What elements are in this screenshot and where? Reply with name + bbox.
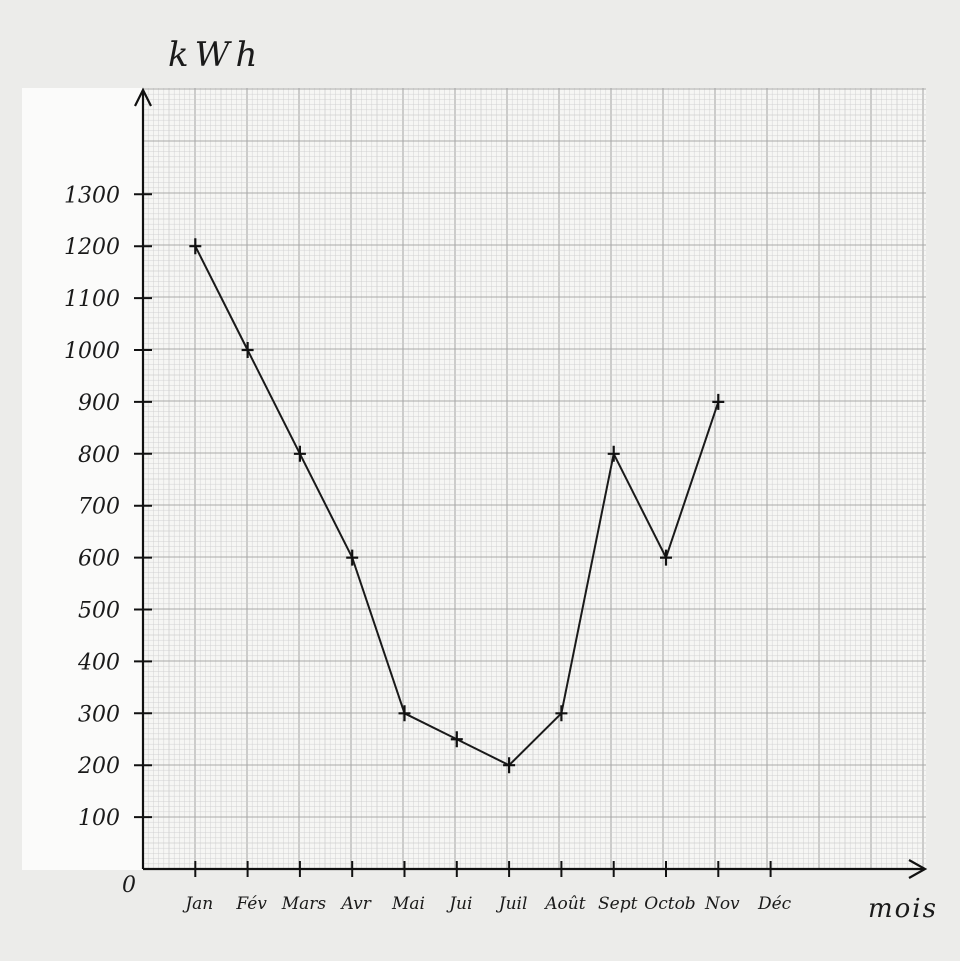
y-axis-arrow — [134, 87, 152, 107]
data-point — [241, 342, 254, 358]
y-tick-label: 1000 — [64, 339, 120, 364]
y-tick-label: 900 — [78, 391, 120, 416]
y-tick-label: 600 — [78, 547, 120, 572]
x-tick-label: Sept — [598, 894, 638, 914]
axis-ticks: Jan Fév Mars Avr Mai Jui Juil Août Sept Octob Nov D… — [64, 183, 792, 914]
y-tick-label: 1100 — [64, 287, 120, 312]
x-tick-label: Jan — [182, 894, 213, 914]
origin-label: 0 — [122, 873, 136, 898]
x-tick-label: Octob — [644, 894, 695, 914]
data-point — [346, 549, 359, 566]
x-tick-label: Fév — [235, 894, 267, 914]
x-tick-label: Août — [543, 894, 585, 914]
x-tick-label: Mai — [391, 894, 425, 914]
data-point — [660, 549, 672, 566]
y-axis-label: kWh — [168, 35, 263, 75]
y-tick-label: 1200 — [64, 235, 120, 260]
x-tick-label: Jui — [446, 894, 472, 914]
data-point — [503, 757, 516, 774]
x-tick-label: Avr — [340, 894, 372, 914]
x-tick-label: Nov — [704, 894, 740, 914]
data-point — [712, 393, 725, 410]
x-axis-label: mois — [868, 894, 938, 924]
axes — [134, 87, 928, 879]
millimeter-grid — [142, 88, 926, 870]
y-tick-label: 1300 — [64, 183, 120, 208]
y-tick-label: 500 — [78, 599, 120, 624]
data-point — [398, 705, 411, 722]
data-point — [189, 238, 202, 255]
margin-strip — [22, 88, 142, 870]
x-tick-label: Juil — [496, 894, 528, 914]
x-tick-label: Mars — [281, 894, 327, 914]
y-tick-label: 200 — [77, 754, 120, 779]
data-point — [293, 445, 306, 462]
y-tick-label: 300 — [78, 702, 120, 727]
x-axis-arrow — [908, 859, 928, 879]
y-tick-label: 800 — [78, 443, 120, 468]
data-point — [607, 445, 620, 462]
x-tick-label: Déc — [757, 894, 792, 914]
y-tick-label: 400 — [77, 650, 120, 675]
data-points — [189, 238, 725, 774]
data-point — [555, 705, 568, 722]
data-point — [450, 731, 463, 748]
y-tick-label: 700 — [78, 495, 120, 520]
y-tick-label: 100 — [78, 806, 120, 831]
